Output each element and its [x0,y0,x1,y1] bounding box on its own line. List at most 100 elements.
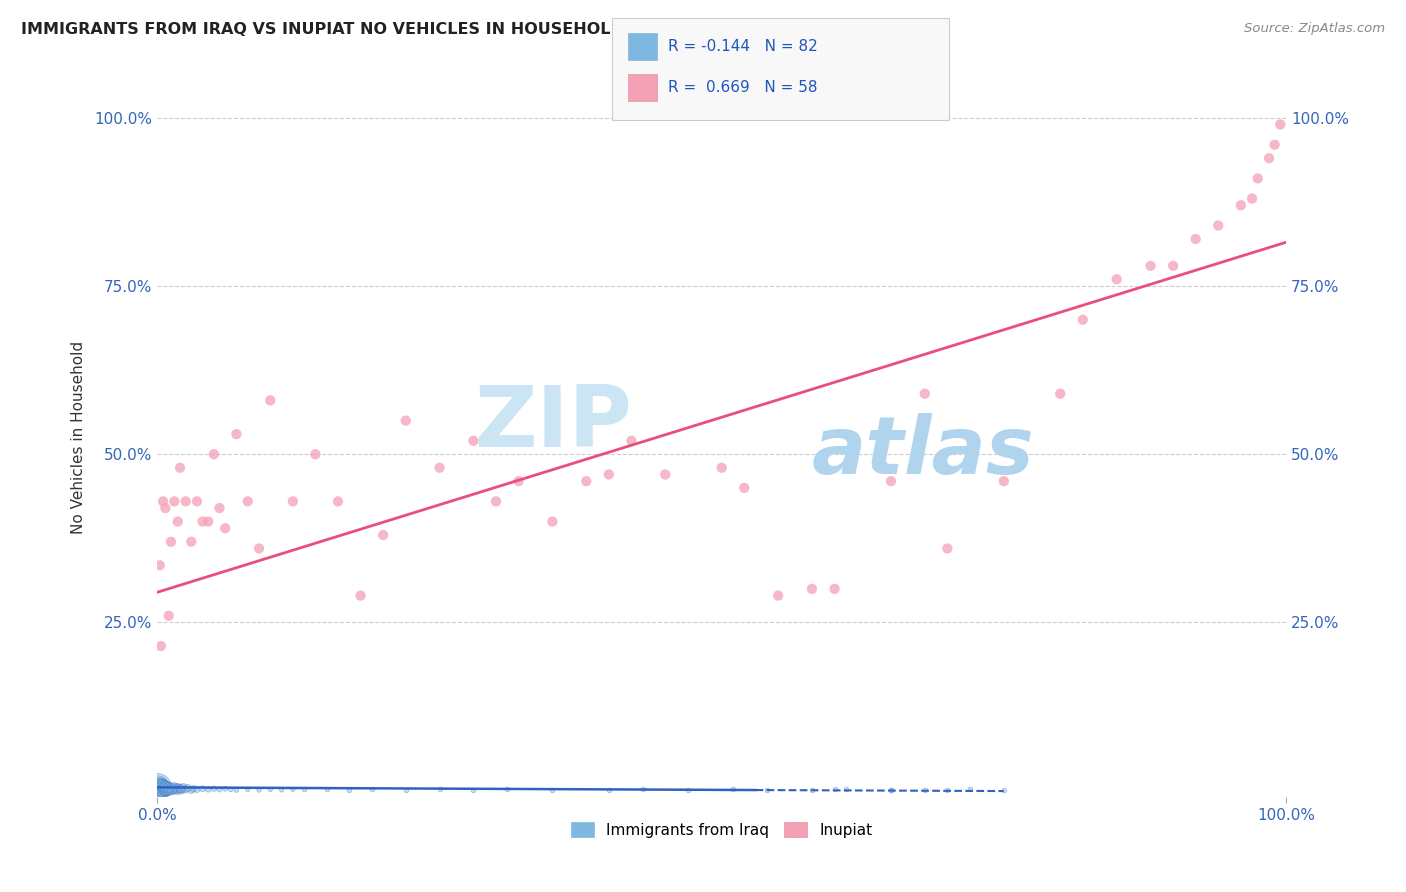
Point [824,582,846,596]
Point [247,783,270,797]
Point [167,780,190,795]
Point [172,780,194,795]
Point [170,783,193,797]
Point [214,521,236,535]
Point [463,783,485,797]
Point [157,783,180,797]
Point [993,474,1015,488]
Point [801,582,824,596]
Text: atlas: atlas [813,413,1035,491]
Point [496,782,519,797]
Point [146,780,169,795]
Point [914,386,936,401]
Point [1071,312,1094,326]
Point [575,474,598,488]
Point [225,783,247,797]
Point [1105,272,1128,286]
Point [183,781,205,796]
Point [259,393,281,408]
Point [149,783,172,797]
Point [163,780,186,795]
Point [1049,386,1071,401]
Point [148,778,170,792]
Point [598,783,620,797]
Point [177,780,200,795]
Point [880,474,903,488]
Point [191,781,214,796]
Point [214,781,236,796]
Point [936,541,959,556]
Point [993,783,1015,797]
Point [733,481,755,495]
Point [208,782,231,797]
Point [349,589,371,603]
Point [1241,192,1264,206]
Point [191,515,214,529]
Point [153,780,176,794]
Point [148,781,170,796]
Y-axis label: No Vehicles in Household: No Vehicles in Household [72,341,86,534]
Point [149,558,172,573]
Point [149,779,172,793]
Point [155,782,177,797]
Point [236,782,259,797]
Point [197,782,219,797]
Point [219,782,242,797]
Point [710,460,733,475]
Point [1258,151,1281,165]
Point [281,782,304,797]
Point [304,447,326,461]
Point [541,783,564,797]
Text: ZIP: ZIP [474,382,631,465]
Point [169,781,191,796]
Point [172,781,194,796]
Point [936,783,959,797]
Point [1270,118,1292,132]
Point [247,541,270,556]
Point [1247,171,1270,186]
Point [236,494,259,508]
Point [202,781,225,796]
Point [360,782,382,797]
Point [1230,198,1253,212]
Legend: Immigrants from Iraq, Inupiat: Immigrants from Iraq, Inupiat [565,815,879,844]
Point [157,780,180,795]
Point [160,534,183,549]
Point [155,780,177,795]
Point [165,782,187,797]
Point [174,782,197,797]
Point [631,782,654,797]
Point [373,528,395,542]
Point [824,782,846,797]
Point [166,780,188,795]
Point [174,494,197,508]
Point [429,460,451,475]
Point [180,534,202,549]
Point [292,782,315,797]
Point [208,501,231,516]
Point [162,781,184,796]
Point [159,782,181,797]
Point [337,783,360,797]
Point [169,460,191,475]
Point [1206,219,1229,233]
Point [1161,259,1184,273]
Point [152,779,174,793]
Point [149,780,172,794]
Text: IMMIGRANTS FROM IRAQ VS INUPIAT NO VEHICLES IN HOUSEHOLD CORRELATION CHART: IMMIGRANTS FROM IRAQ VS INUPIAT NO VEHIC… [21,22,821,37]
Point [1139,259,1161,273]
Point [463,434,485,448]
Point [155,780,177,795]
Point [880,783,903,797]
Point [186,782,208,797]
Point [766,589,789,603]
Point [485,494,508,508]
Point [202,447,225,461]
Point [395,783,418,797]
Point [835,782,858,797]
Point [654,467,676,482]
Point [149,782,172,797]
Point [326,494,349,508]
Point [721,782,744,797]
Point [429,782,451,797]
